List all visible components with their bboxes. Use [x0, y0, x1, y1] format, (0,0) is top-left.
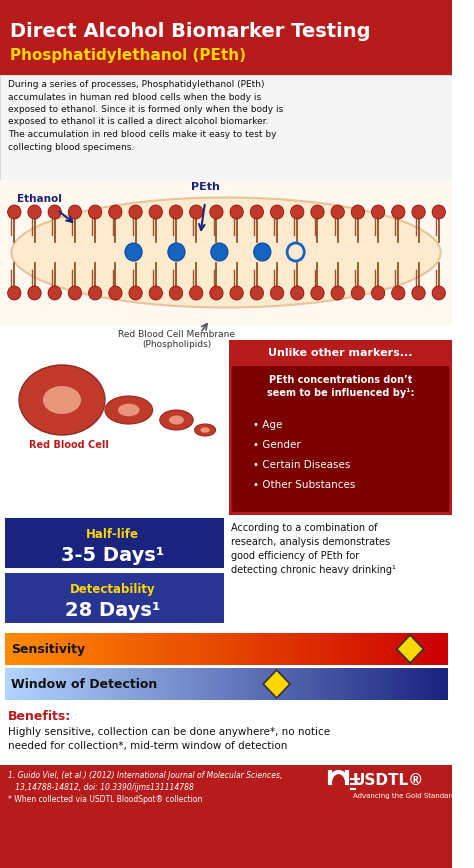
Text: PEth: PEth: [191, 182, 219, 192]
Ellipse shape: [160, 410, 193, 430]
FancyBboxPatch shape: [232, 366, 449, 512]
Circle shape: [291, 286, 304, 300]
Circle shape: [28, 286, 41, 300]
Circle shape: [412, 205, 425, 219]
Circle shape: [169, 205, 182, 219]
Polygon shape: [397, 635, 423, 663]
Text: Detectability: Detectability: [70, 583, 155, 596]
Circle shape: [392, 205, 405, 219]
FancyBboxPatch shape: [0, 705, 452, 765]
Circle shape: [331, 205, 345, 219]
Circle shape: [331, 286, 345, 300]
FancyBboxPatch shape: [0, 340, 226, 515]
Text: Red Blood Cell: Red Blood Cell: [28, 440, 109, 450]
Text: • Other Substances: • Other Substances: [253, 480, 355, 490]
Circle shape: [270, 205, 284, 219]
Circle shape: [48, 286, 62, 300]
FancyBboxPatch shape: [5, 573, 224, 623]
Circle shape: [89, 205, 102, 219]
Text: Phosphatidylethanol (PEth): Phosphatidylethanol (PEth): [9, 48, 246, 63]
Circle shape: [129, 205, 142, 219]
Text: Sensitivity: Sensitivity: [11, 643, 86, 656]
Ellipse shape: [11, 198, 441, 307]
Circle shape: [48, 205, 62, 219]
Circle shape: [254, 243, 271, 261]
Circle shape: [190, 286, 203, 300]
Text: 13,14788-14812, doi: 10.3390/ijms131114788: 13,14788-14812, doi: 10.3390/ijms1311147…: [8, 783, 193, 792]
Text: During a series of processes, Phosphatidylethanol (PEth)
accumulates in human re: During a series of processes, Phosphatid…: [8, 80, 283, 152]
Circle shape: [125, 243, 142, 261]
FancyBboxPatch shape: [5, 518, 224, 568]
Ellipse shape: [201, 427, 210, 433]
Circle shape: [129, 286, 142, 300]
Text: 28 Days¹: 28 Days¹: [65, 601, 160, 620]
Circle shape: [432, 205, 446, 219]
FancyBboxPatch shape: [0, 765, 452, 868]
Circle shape: [291, 205, 304, 219]
Circle shape: [28, 205, 41, 219]
Text: Red Blood Cell Membrane
(Phospholipids): Red Blood Cell Membrane (Phospholipids): [118, 330, 235, 350]
Circle shape: [168, 243, 185, 261]
Ellipse shape: [43, 386, 81, 414]
Ellipse shape: [19, 365, 105, 435]
Circle shape: [169, 286, 182, 300]
Circle shape: [149, 205, 163, 219]
Text: Half-life: Half-life: [86, 528, 139, 541]
Circle shape: [230, 205, 243, 219]
Text: Highly sensitive, collection can be done anywhere*, no notice
needed for collect: Highly sensitive, collection can be done…: [8, 727, 330, 751]
Circle shape: [372, 205, 385, 219]
FancyBboxPatch shape: [0, 75, 452, 180]
Circle shape: [412, 286, 425, 300]
Circle shape: [250, 286, 264, 300]
Circle shape: [211, 243, 228, 261]
Circle shape: [190, 205, 203, 219]
Circle shape: [311, 205, 324, 219]
Circle shape: [392, 286, 405, 300]
Text: • Gender: • Gender: [253, 440, 301, 450]
Text: 1. Guido Viel, (et al.) (2012) International Journal of Molecular Sciences,: 1. Guido Viel, (et al.) (2012) Internati…: [8, 771, 282, 780]
FancyBboxPatch shape: [0, 0, 452, 75]
Text: USDTL®: USDTL®: [353, 773, 424, 788]
Polygon shape: [263, 670, 290, 698]
Text: • Certain Diseases: • Certain Diseases: [253, 460, 350, 470]
Circle shape: [230, 286, 243, 300]
Circle shape: [8, 286, 21, 300]
Text: * When collected via USDTL BloodSpot® collection: * When collected via USDTL BloodSpot® co…: [8, 795, 202, 804]
Ellipse shape: [118, 404, 139, 417]
Circle shape: [109, 205, 122, 219]
Circle shape: [351, 205, 365, 219]
Circle shape: [68, 286, 82, 300]
Circle shape: [351, 286, 365, 300]
FancyBboxPatch shape: [229, 340, 452, 515]
Ellipse shape: [169, 416, 184, 424]
Circle shape: [89, 286, 102, 300]
Text: • Age: • Age: [253, 420, 282, 430]
Text: PEth concentrations don’t
seem to be influenced by¹:: PEth concentrations don’t seem to be inf…: [267, 375, 414, 398]
Text: Benefits:: Benefits:: [8, 710, 71, 723]
FancyBboxPatch shape: [0, 180, 452, 325]
Circle shape: [8, 205, 21, 219]
Circle shape: [68, 205, 82, 219]
Circle shape: [432, 286, 446, 300]
Text: According to a combination of
research, analysis demonstrates
good efficiency of: According to a combination of research, …: [231, 523, 396, 575]
Circle shape: [109, 286, 122, 300]
Text: Ethanol: Ethanol: [17, 194, 62, 204]
Circle shape: [210, 205, 223, 219]
Ellipse shape: [105, 396, 153, 424]
Circle shape: [372, 286, 385, 300]
Circle shape: [149, 286, 163, 300]
Text: Window of Detection: Window of Detection: [11, 678, 158, 691]
Circle shape: [250, 205, 264, 219]
Circle shape: [311, 286, 324, 300]
Ellipse shape: [194, 424, 216, 436]
Text: 3-5 Days¹: 3-5 Days¹: [61, 546, 164, 565]
Text: Direct Alcohol Biomarker Testing: Direct Alcohol Biomarker Testing: [9, 22, 370, 41]
Text: Advancing the Gold Standard: Advancing the Gold Standard: [353, 793, 456, 799]
Circle shape: [210, 286, 223, 300]
Text: Unlike other markers...: Unlike other markers...: [268, 348, 413, 358]
Circle shape: [270, 286, 284, 300]
